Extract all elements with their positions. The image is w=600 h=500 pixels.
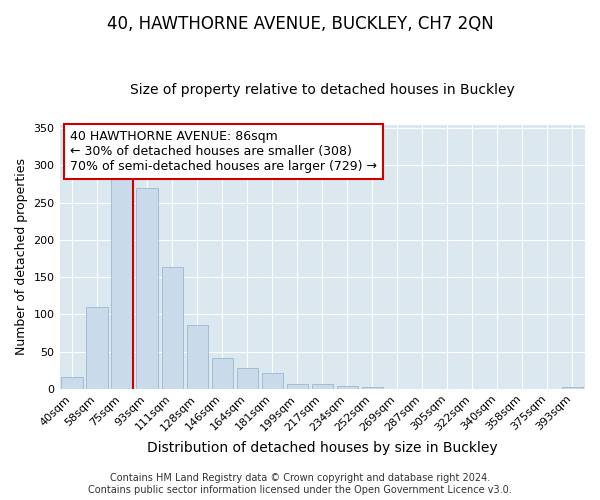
Text: 40, HAWTHORNE AVENUE, BUCKLEY, CH7 2QN: 40, HAWTHORNE AVENUE, BUCKLEY, CH7 2QN	[107, 15, 493, 33]
Bar	[311, 384, 333, 389]
Bar	[86, 307, 108, 389]
Bar	[287, 384, 308, 389]
Bar	[161, 268, 183, 389]
Bar	[136, 188, 158, 389]
Bar	[112, 170, 133, 389]
Bar	[262, 373, 283, 389]
Bar	[61, 377, 83, 389]
X-axis label: Distribution of detached houses by size in Buckley: Distribution of detached houses by size …	[147, 441, 497, 455]
Text: 40 HAWTHORNE AVENUE: 86sqm
← 30% of detached houses are smaller (308)
70% of sem: 40 HAWTHORNE AVENUE: 86sqm ← 30% of deta…	[70, 130, 377, 173]
Bar	[187, 325, 208, 389]
Title: Size of property relative to detached houses in Buckley: Size of property relative to detached ho…	[130, 83, 515, 97]
Y-axis label: Number of detached properties: Number of detached properties	[15, 158, 28, 355]
Bar	[236, 368, 258, 389]
Text: Contains HM Land Registry data © Crown copyright and database right 2024.
Contai: Contains HM Land Registry data © Crown c…	[88, 474, 512, 495]
Bar	[362, 388, 383, 389]
Bar	[212, 358, 233, 389]
Bar	[337, 386, 358, 389]
Bar	[562, 388, 583, 389]
